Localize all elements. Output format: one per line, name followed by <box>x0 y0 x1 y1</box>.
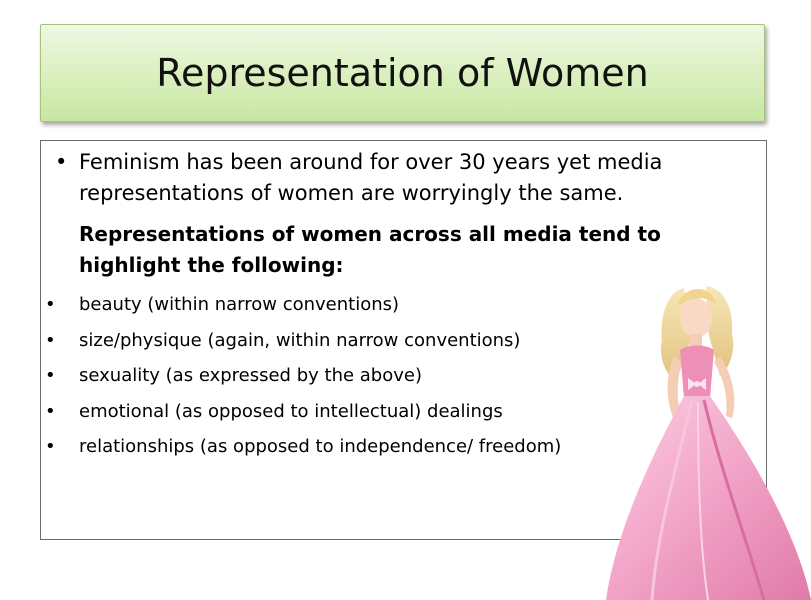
list-item-label: emotional (as opposed to intellectual) d… <box>79 400 503 422</box>
list-item-label: size/physique (again, within narrow conv… <box>79 329 521 351</box>
list-item: • size/physique (again, within narrow co… <box>41 323 641 359</box>
doll-illustration <box>606 286 811 600</box>
list-item-label: sexuality (as expressed by the above) <box>79 365 422 386</box>
bullet-list: • beauty (within narrow conventions) • s… <box>41 287 641 465</box>
content-box: • Feminism has been around for over 30 y… <box>40 140 767 540</box>
bullet-dot: • <box>45 436 56 457</box>
list-item-label: beauty (within narrow conventions) <box>79 294 400 315</box>
list-item: • sexuality (as expressed by the above) <box>41 358 641 394</box>
intro-text: Feminism has been around for over 30 yea… <box>79 150 663 205</box>
bullet-dot: • <box>45 365 56 386</box>
list-item: • beauty (within narrow conventions) <box>41 287 641 323</box>
bullet-dot: • <box>45 400 56 422</box>
bullet-dot: • <box>45 294 56 315</box>
slide-title: Representation of Women <box>156 51 649 95</box>
list-item-label: relationships (as opposed to independenc… <box>79 436 562 457</box>
list-item: • relationships (as opposed to independe… <box>41 429 599 465</box>
intro-bullet: • <box>55 150 68 174</box>
list-item: • emotional (as opposed to intellectual)… <box>41 394 641 430</box>
subheading: Representations of women across all medi… <box>79 222 661 277</box>
title-box: Representation of Women <box>40 24 765 122</box>
bullet-dot: • <box>45 329 56 351</box>
